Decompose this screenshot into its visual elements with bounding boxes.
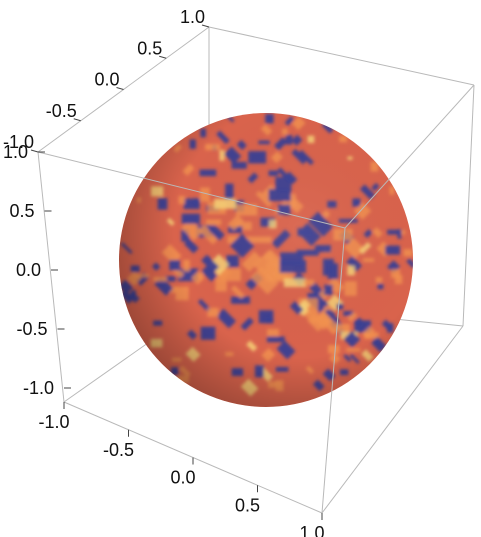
axis-x-bottom: -1.0 -0.5 0.0 0.5 1.0 [38,402,325,537]
y-axis-tick-label: -0.5 [46,101,77,121]
y-axis-tick-mark [73,118,81,122]
z-axis-tick-label: 0.5 [9,201,34,221]
y-axis-tick-mark [30,149,39,153]
z-axis-tick-label: 1.0 [3,142,28,162]
x-axis-tick-label: 0.5 [235,495,260,515]
y-axis-tick-mark [201,24,210,28]
x-axis-tick-label: 0.0 [170,468,195,488]
axis-y-top: -1.0 -0.5 0.0 0.5 1.0 [3,7,210,153]
y-axis-tick-label: -1.0 [3,132,34,152]
bounding-box-front [37,84,475,514]
z-axis-tick-label: -0.5 [16,319,47,339]
y-axis-tick-label: 0.5 [137,38,162,58]
y-axis-tick-label: 1.0 [180,7,205,27]
sphere-surface [119,113,413,407]
axis-z-left: -1.0 -0.5 0.0 0.5 1.0 [3,142,71,398]
z-axis-tick-label: -1.0 [23,378,54,398]
x-axis-tick-label: -0.5 [103,440,134,460]
sphere-shading [119,113,413,407]
z-axis-tick-label: 0.0 [16,260,41,280]
y-axis-tick-mark [159,55,167,59]
x-axis-tick-label: -1.0 [38,412,69,432]
y-axis-tick-mark [116,87,124,90]
y-axis-tick-label: 0.0 [94,70,119,90]
x-axis-tick-label: 1.0 [299,523,324,537]
